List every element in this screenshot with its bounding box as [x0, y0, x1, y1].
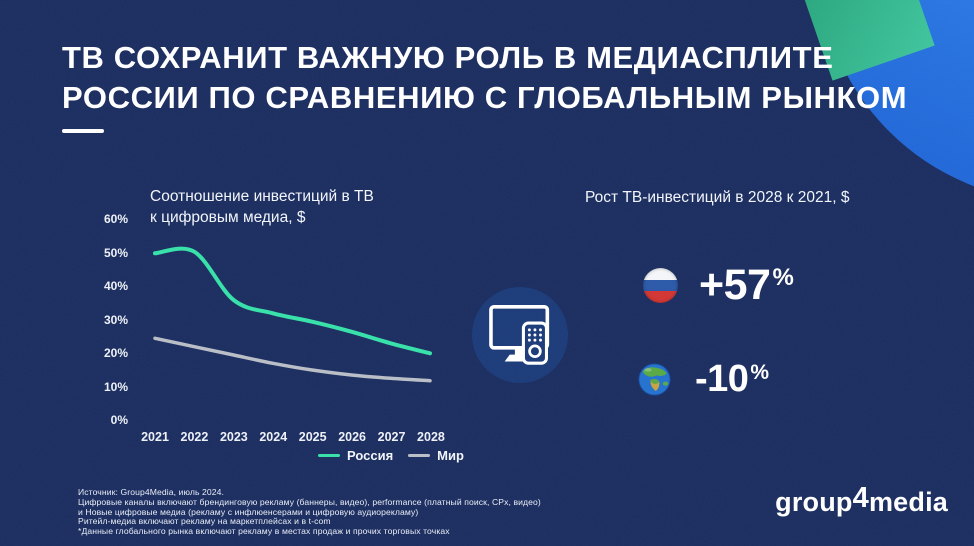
x-tick-label: 2023 [219, 430, 248, 444]
logo-media: media [868, 487, 948, 517]
chart-legend: Россия Мир [318, 448, 464, 463]
chart-x-axis: 2021 2022 2023 2024 2025 2026 2027 2028 [137, 430, 449, 444]
world-growth-number: -10 [695, 357, 749, 400]
slide-title: ТВ СОХРАНИТ ВАЖНУЮ РОЛЬ В МЕДИАСПЛИТЕ РОС… [62, 38, 907, 118]
x-tick-label: 2024 [259, 430, 288, 444]
russia-growth-unit: % [772, 263, 794, 291]
slide-title-line2: РОССИИ ПО СРАВНЕНИЮ С ГЛОБАЛЬНЫМ РЫНКОМ [62, 80, 908, 115]
stat-row-world: -10% [638, 358, 769, 400]
world-growth-unit: % [750, 360, 769, 384]
russia-growth-value: +57% [699, 260, 794, 310]
legend-swatch [408, 453, 431, 458]
footnote-line: *Данные глобального рынка включают рекла… [78, 526, 450, 537]
series-line-Россия [153, 246, 432, 356]
russia-growth-number: +57 [699, 260, 771, 309]
legend-swatch [318, 453, 340, 458]
x-tick-label: 2027 [377, 430, 406, 444]
slide-title-line1: ТВ СОХРАНИТ ВАЖНУЮ РОЛЬ В МЕДИАСПЛИТЕ [62, 40, 834, 75]
logo-group: group [775, 487, 853, 517]
x-tick-label: 2028 [417, 430, 445, 444]
x-tick-label: 2022 [180, 430, 209, 444]
legend-label: Россия [347, 448, 394, 463]
chart-lines [153, 246, 432, 383]
source-footnotes: Источник: Group4Media, июль 2024. Цифров… [78, 487, 541, 537]
tv-icon-badge [472, 287, 568, 383]
title-underline [62, 129, 104, 133]
tv-remote-icon [489, 305, 550, 365]
legend-item-Россия: Россия [318, 448, 393, 463]
globe-icon [638, 362, 671, 396]
stats-heading: Рост ТВ-инвестиций в 2028 к 2021, $ [585, 189, 850, 206]
russia-flag-icon [643, 267, 678, 303]
group4media-logo: group4media [775, 482, 948, 519]
stat-row-russia: +57% [643, 260, 794, 310]
x-tick-label: 2025 [298, 430, 327, 444]
chart-title-line1: Соотношение инвестиций в ТВ [150, 188, 374, 205]
legend-label: Мир [437, 448, 464, 463]
x-tick-label: 2021 [141, 430, 169, 444]
legend-item-Мир: Мир [408, 448, 464, 463]
x-tick-label: 2026 [338, 430, 367, 444]
logo-four: 4 [852, 482, 869, 514]
world-growth-value: -10% [695, 358, 769, 401]
